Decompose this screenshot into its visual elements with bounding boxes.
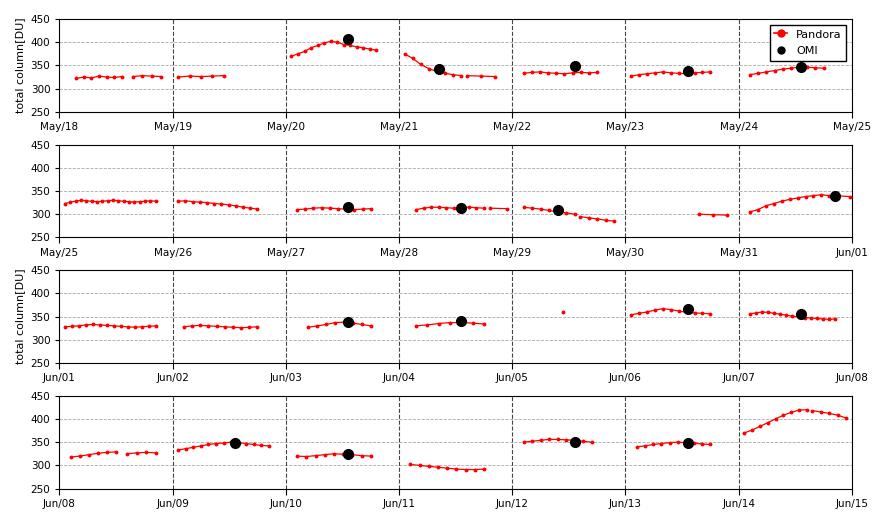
Y-axis label: total column[DU]: total column[DU] bbox=[15, 269, 25, 364]
Y-axis label: total column[DU]: total column[DU] bbox=[15, 18, 25, 113]
Legend: Pandora, OMI: Pandora, OMI bbox=[770, 25, 846, 61]
